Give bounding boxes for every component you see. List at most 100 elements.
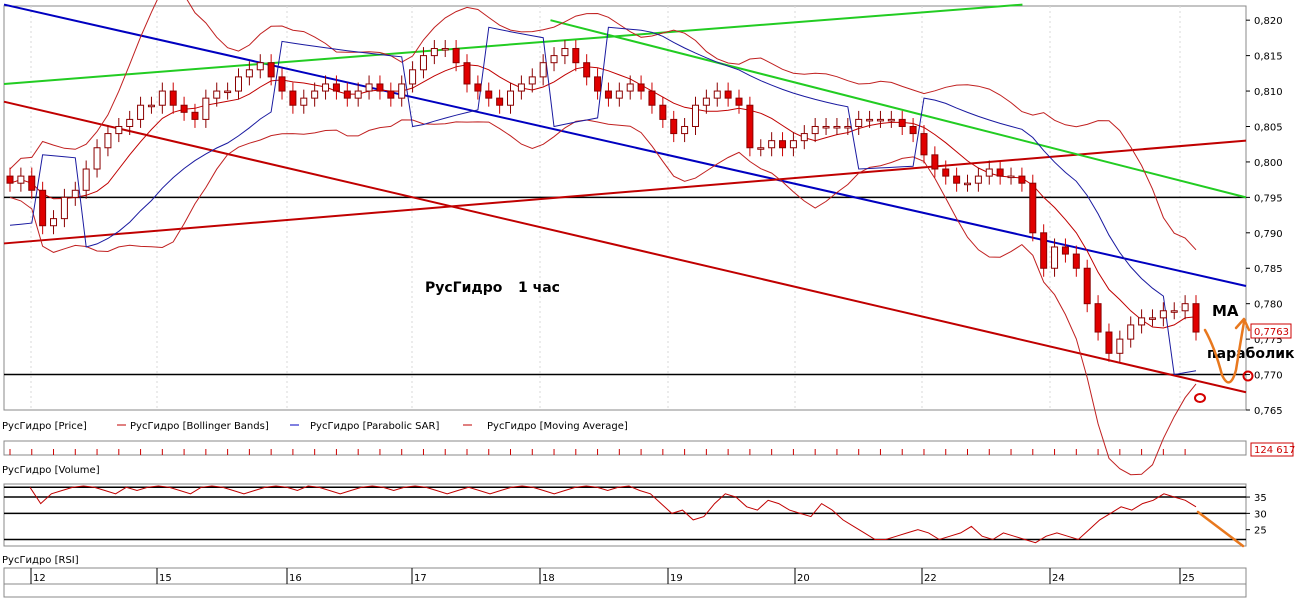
candle-body [28,175,36,191]
legend: РусГидро [Price] РусГидро [Bollinger Ban… [2,421,628,432]
x-tick-label: 17 [414,573,427,584]
x-tick-label: 16 [289,573,302,584]
candle-body [996,168,1004,177]
trend-line [3,100,1247,394]
target-circle-level [1242,370,1254,382]
x-tick-label: 20 [797,573,810,584]
candle-body [1148,317,1156,320]
candle-body [1072,253,1080,269]
candle-body [419,55,427,71]
rsi-line [29,485,1197,544]
candle-body [898,118,906,127]
candle-body [245,69,253,78]
candle-body [17,175,25,184]
candle-body [844,125,852,129]
candle-body [169,90,177,106]
volume-last-tag [1250,442,1294,457]
candle-body [376,83,384,92]
candle-body [39,189,47,227]
hand-drawn-arrowhead [1234,317,1251,332]
candle-body [137,104,145,120]
candle-body [953,175,961,184]
target-circle-low [1194,393,1206,403]
candle-body [702,97,710,106]
candle-body [768,140,776,149]
y-tick-label: 0,795 [1254,193,1283,204]
parabolic-sar-line [9,26,1197,376]
candle-body [1159,310,1167,319]
candle-body [474,83,482,92]
annotation-parabolic: параболик [1207,346,1295,362]
candle-body [1029,182,1037,234]
candle-body [942,168,950,177]
candle-body [539,62,547,78]
candle-body [713,90,721,99]
candle-body [964,182,972,186]
rsi-pane [3,483,1247,547]
y-tick-label: 0,815 [1254,52,1283,63]
trend-line [3,3,1023,85]
candle-body [1105,331,1113,354]
volume-label: РусГидро [Volume] [2,465,100,476]
y-tick-label: 0,810 [1254,87,1283,98]
candle-body [71,189,79,198]
candle-body [648,90,656,106]
rsi-tick-label: 35 [1254,493,1267,504]
candle-body [594,76,602,92]
candle-body [398,83,406,99]
candle-body [855,118,863,127]
candle-body [300,97,308,106]
annotation-period: 1 час [518,280,560,296]
bollinger-upper [9,0,1197,251]
candle-body [441,48,449,51]
y-tick-label: 0,780 [1254,300,1283,311]
candle-body [191,111,199,120]
y-tick-label: 0,800 [1254,158,1283,169]
candle-body [811,125,819,135]
candle-body [637,83,645,92]
rsi-tick-label: 30 [1254,509,1267,520]
candle-body [626,83,634,92]
candle-body [1127,324,1135,340]
y-tick-label: 0,775 [1254,335,1283,346]
candle-body [365,83,373,92]
price-pane [3,5,1247,411]
candle-body [332,83,340,92]
candle-body [517,83,525,92]
candle-body [409,69,417,85]
last-price-tag [1250,323,1292,339]
candle-body [604,90,612,99]
candle-body [833,125,841,129]
candle-body [746,104,754,149]
x-tick-label: 15 [159,573,172,584]
legend-parabolic: РусГидро [Parabolic SAR] [310,421,439,432]
candle-body [147,104,155,108]
x-tick-label: 18 [542,573,555,584]
hand-drawn-forecast-curve [1203,320,1246,384]
y-tick-label: 0,790 [1254,229,1283,240]
candle-body [202,97,210,120]
candle-body [485,90,493,99]
candle-body [267,62,275,78]
rsi-label: РусГидро [RSI] [2,555,79,566]
candle-body [256,62,264,71]
y-tick-label: 0,805 [1254,122,1283,133]
candle-body [343,90,351,99]
candle-body [463,62,471,85]
legend-price: РусГидро [Price] [2,421,87,432]
candle-body [60,196,68,220]
candle-body [1181,303,1189,312]
rsi-hand-drawn-arrow [1196,510,1245,548]
candle-body [572,48,580,64]
x-tick-label: 12 [33,573,46,584]
candle-body [920,133,928,156]
candle-body [158,90,166,106]
candle-body [909,125,917,135]
candle-body [789,140,797,149]
candle-body [887,118,895,122]
candle-body [104,133,112,149]
candle-body [82,168,90,191]
candle-body [354,90,362,99]
candle-body [866,118,874,122]
